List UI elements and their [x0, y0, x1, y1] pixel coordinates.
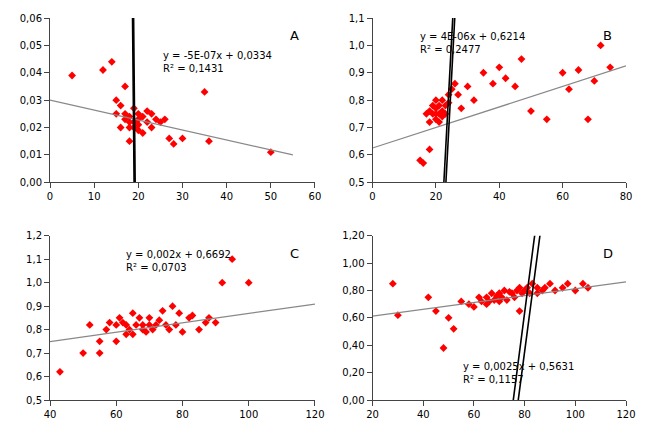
svg-text:10: 10 [88, 191, 101, 202]
svg-text:0,40: 0,40 [342, 340, 364, 351]
svg-text:1,1: 1,1 [349, 13, 365, 24]
svg-text:y = 0,0025x + 0,5631R² = 0,115: y = 0,0025x + 0,5631R² = 0,1157 [463, 361, 574, 385]
svg-text:0,6: 0,6 [26, 371, 42, 382]
svg-text:20: 20 [132, 191, 145, 202]
svg-text:60: 60 [468, 409, 481, 420]
svg-text:1,2: 1,2 [26, 230, 42, 241]
svg-text:0,20: 0,20 [342, 367, 364, 378]
svg-text:1,0: 1,0 [26, 277, 42, 288]
svg-text:120: 120 [616, 409, 635, 420]
svg-text:20: 20 [430, 191, 443, 202]
svg-text:0,01: 0,01 [20, 149, 42, 160]
svg-text:40: 40 [44, 409, 57, 420]
svg-text:B: B [603, 28, 612, 43]
svg-text:80: 80 [518, 409, 531, 420]
svg-text:D: D [603, 246, 613, 261]
svg-text:0,5: 0,5 [26, 395, 42, 406]
svg-text:0,03: 0,03 [20, 95, 42, 106]
svg-text:y = 0,002x + 0,6692R² = 0,0703: y = 0,002x + 0,6692R² = 0,0703 [126, 249, 231, 273]
svg-text:y = -5E-07x + 0,0334R² = 0,143: y = -5E-07x + 0,0334R² = 0,1431 [163, 50, 272, 74]
svg-text:20: 20 [366, 409, 379, 420]
svg-text:0,8: 0,8 [349, 95, 365, 106]
svg-text:1,20: 1,20 [342, 230, 364, 241]
svg-text:40: 40 [493, 191, 506, 202]
svg-text:0,8: 0,8 [26, 324, 42, 335]
svg-text:0,6: 0,6 [349, 149, 365, 160]
svg-text:80: 80 [176, 409, 189, 420]
svg-text:0: 0 [47, 191, 53, 202]
svg-text:C: C [290, 246, 299, 261]
svg-text:40: 40 [220, 191, 233, 202]
svg-text:40: 40 [417, 409, 430, 420]
svg-text:0,9: 0,9 [349, 67, 365, 78]
svg-text:1,00: 1,00 [342, 258, 364, 269]
svg-text:30: 30 [176, 191, 189, 202]
svg-text:120: 120 [305, 409, 324, 420]
svg-text:1,1: 1,1 [26, 254, 42, 265]
svg-text:50: 50 [264, 191, 277, 202]
svg-text:0,06: 0,06 [20, 13, 42, 24]
svg-text:1,0: 1,0 [349, 40, 365, 51]
svg-text:0,00: 0,00 [342, 395, 364, 406]
svg-text:0,5: 0,5 [349, 177, 365, 188]
svg-text:0,9: 0,9 [26, 301, 42, 312]
svg-text:60: 60 [309, 191, 322, 202]
svg-text:0,60: 0,60 [342, 312, 364, 323]
svg-text:0,02: 0,02 [20, 122, 42, 133]
svg-text:0,04: 0,04 [20, 67, 42, 78]
svg-text:80: 80 [620, 191, 633, 202]
svg-text:0: 0 [369, 191, 375, 202]
svg-text:100: 100 [239, 409, 258, 420]
svg-text:60: 60 [110, 409, 123, 420]
svg-text:0,00: 0,00 [20, 177, 42, 188]
svg-text:0,7: 0,7 [26, 348, 42, 359]
svg-text:100: 100 [566, 409, 585, 420]
svg-text:0,80: 0,80 [342, 285, 364, 296]
svg-text:y = 4E-06x + 0,6214R² = 0,2477: y = 4E-06x + 0,6214R² = 0,2477 [420, 31, 525, 55]
svg-text:0,7: 0,7 [349, 122, 365, 133]
svg-text:0,05: 0,05 [20, 40, 42, 51]
svg-text:A: A [290, 28, 299, 43]
svg-text:60: 60 [556, 191, 569, 202]
